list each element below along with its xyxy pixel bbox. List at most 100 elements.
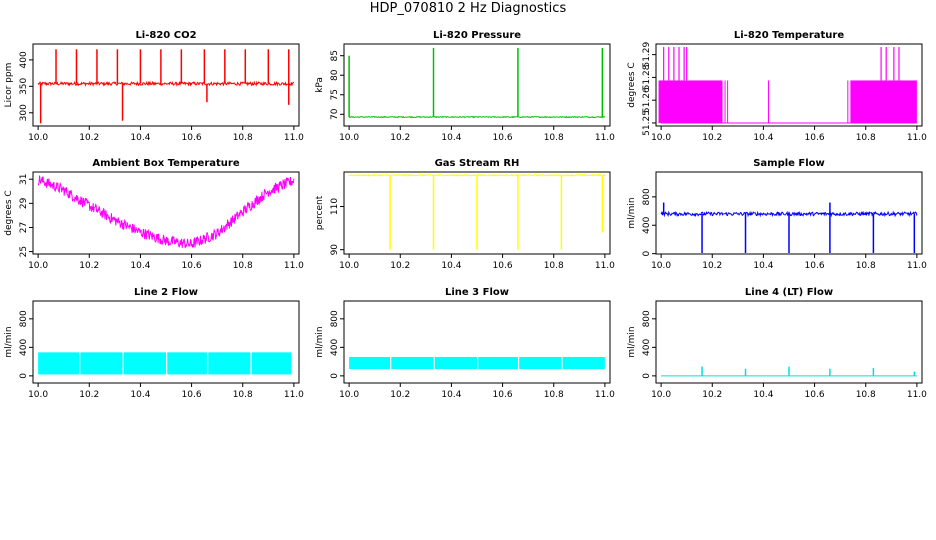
y-tick-label: 300	[19, 104, 29, 121]
series-block	[349, 356, 391, 370]
x-tick-label: 10.8	[233, 261, 253, 271]
x-tick-label: 10.8	[856, 133, 876, 143]
x-tick-label: 10.6	[493, 133, 513, 143]
chart-title: Ambient Box Temperature	[92, 158, 239, 169]
series-line	[37, 175, 295, 249]
chart-title: Li-820 Pressure	[433, 30, 521, 41]
y-tick-label: 85	[330, 50, 340, 61]
x-tick-label: 10.8	[544, 261, 564, 271]
series-band	[850, 80, 917, 123]
series-block	[434, 356, 477, 370]
y-tick-label: 51.26	[642, 87, 652, 113]
y-tick-label: 0	[330, 373, 340, 379]
y-tick-label: 110	[330, 198, 340, 215]
series-block	[478, 356, 518, 370]
x-tick-label: 10.0	[651, 261, 671, 271]
chart-pressure: Li-820 Pressure 10.0 10.2 10.4 10.6 10.8 11.0 7…	[315, 30, 615, 143]
y-tick-label: 800	[19, 310, 29, 327]
x-tick-label: 10.2	[390, 261, 410, 271]
series-block	[123, 352, 166, 375]
plot-frame	[32, 171, 300, 255]
series-line	[660, 210, 918, 218]
x-tick-label: 11.0	[907, 261, 927, 271]
y-tick-label: 0	[642, 251, 652, 257]
x-tick-label: 10.2	[79, 261, 99, 271]
chart-title: Li-820 CO2	[135, 30, 196, 41]
y-axis-label: percent	[315, 195, 325, 230]
x-axis: 10.0 10.2 10.4 10.6 10.8 11.0	[339, 254, 615, 271]
x-tick-label: 10.8	[544, 133, 564, 143]
series-block	[208, 352, 251, 375]
x-axis: 10.0 10.2 10.4 10.6 10.8 11.0	[339, 383, 615, 400]
x-tick-label: 10.2	[390, 133, 410, 143]
y-tick-label: 800	[642, 188, 652, 205]
x-tick-label: 10.2	[702, 390, 722, 400]
y-axis: 300 350 400	[19, 51, 33, 121]
x-tick-label: 10.4	[753, 390, 773, 400]
x-tick-label: 10.2	[79, 133, 99, 143]
plot-frame	[655, 300, 923, 384]
x-tick-label: 10.2	[79, 390, 99, 400]
plot-frame	[655, 43, 923, 127]
y-axis-label: ml/min	[627, 197, 637, 228]
x-tick-label: 10.2	[390, 390, 410, 400]
x-axis: 10.0 10.2 10.4 10.6 10.8 11.0	[28, 383, 304, 400]
x-tick-label: 10.6	[805, 261, 825, 271]
y-tick-label: 400	[642, 338, 652, 355]
x-tick-label: 10.8	[856, 261, 876, 271]
x-tick-label: 10.4	[130, 390, 150, 400]
x-axis: 10.0 10.2 10.4 10.6 10.8 11.0	[651, 383, 927, 400]
series-block	[167, 352, 207, 375]
data-series	[37, 175, 295, 249]
plot-frame	[343, 171, 611, 255]
data-series	[660, 202, 918, 253]
x-axis: 10.0 10.2 10.4 10.6 10.8 11.0	[28, 126, 304, 143]
y-tick-label: 51.29	[642, 41, 652, 67]
x-tick-label: 10.6	[182, 390, 202, 400]
y-tick-label: 400	[19, 51, 29, 68]
chart-title: Line 3 Flow	[445, 287, 509, 298]
y-tick-label: 400	[19, 338, 29, 355]
y-tick-label: 25	[19, 246, 29, 257]
y-tick-label: 75	[330, 89, 340, 100]
y-tick-label: 51.25	[642, 110, 652, 136]
y-tick-label: 400	[642, 216, 652, 233]
y-axis: 0 400 800	[642, 310, 656, 379]
series-block	[38, 352, 80, 375]
chart-title: Sample Flow	[753, 158, 825, 169]
chart-title: Li-820 Temperature	[734, 30, 844, 41]
x-axis: 10.0 10.2 10.4 10.6 10.8 11.0	[339, 126, 615, 143]
y-axis-label: degrees C	[4, 190, 14, 235]
plot-frame	[32, 43, 300, 127]
chart-line4: Line 4 (LT) Flow 10.0 10.2 10.4 10.6 10.8 11.0…	[627, 287, 927, 400]
x-tick-label: 10.6	[805, 133, 825, 143]
y-axis-label: kPa	[315, 77, 325, 93]
y-tick-label: 350	[19, 77, 29, 94]
chart-title: Gas Stream RH	[435, 158, 520, 169]
series-block	[251, 352, 292, 375]
y-tick-label: 0	[19, 373, 29, 379]
x-tick-label: 10.4	[441, 261, 461, 271]
y-tick-label: 70	[330, 108, 340, 120]
x-tick-label: 10.6	[805, 390, 825, 400]
y-axis-label: degrees C	[627, 62, 637, 107]
y-tick-label: 800	[330, 310, 340, 327]
y-axis-label: ml/min	[627, 326, 637, 357]
x-tick-label: 10.8	[856, 390, 876, 400]
series-block	[519, 356, 562, 370]
x-tick-label: 10.6	[493, 390, 513, 400]
x-tick-label: 10.4	[441, 390, 461, 400]
x-tick-label: 10.0	[339, 133, 359, 143]
chart-line3: Line 3 Flow 10.0 10.2 10.4 10.6 10.8 11.0 0 400 8…	[315, 287, 615, 400]
x-tick-label: 10.6	[182, 133, 202, 143]
chart-line2: Line 2 Flow 10.0 10.2 10.4 10.6 10.8 11.0 0 400 8…	[4, 287, 304, 400]
data-series	[348, 47, 606, 119]
data-series	[38, 352, 292, 375]
x-tick-label: 10.2	[702, 133, 722, 143]
x-tick-label: 10.2	[702, 261, 722, 271]
x-tick-label: 10.0	[651, 390, 671, 400]
x-tick-label: 11.0	[284, 390, 304, 400]
